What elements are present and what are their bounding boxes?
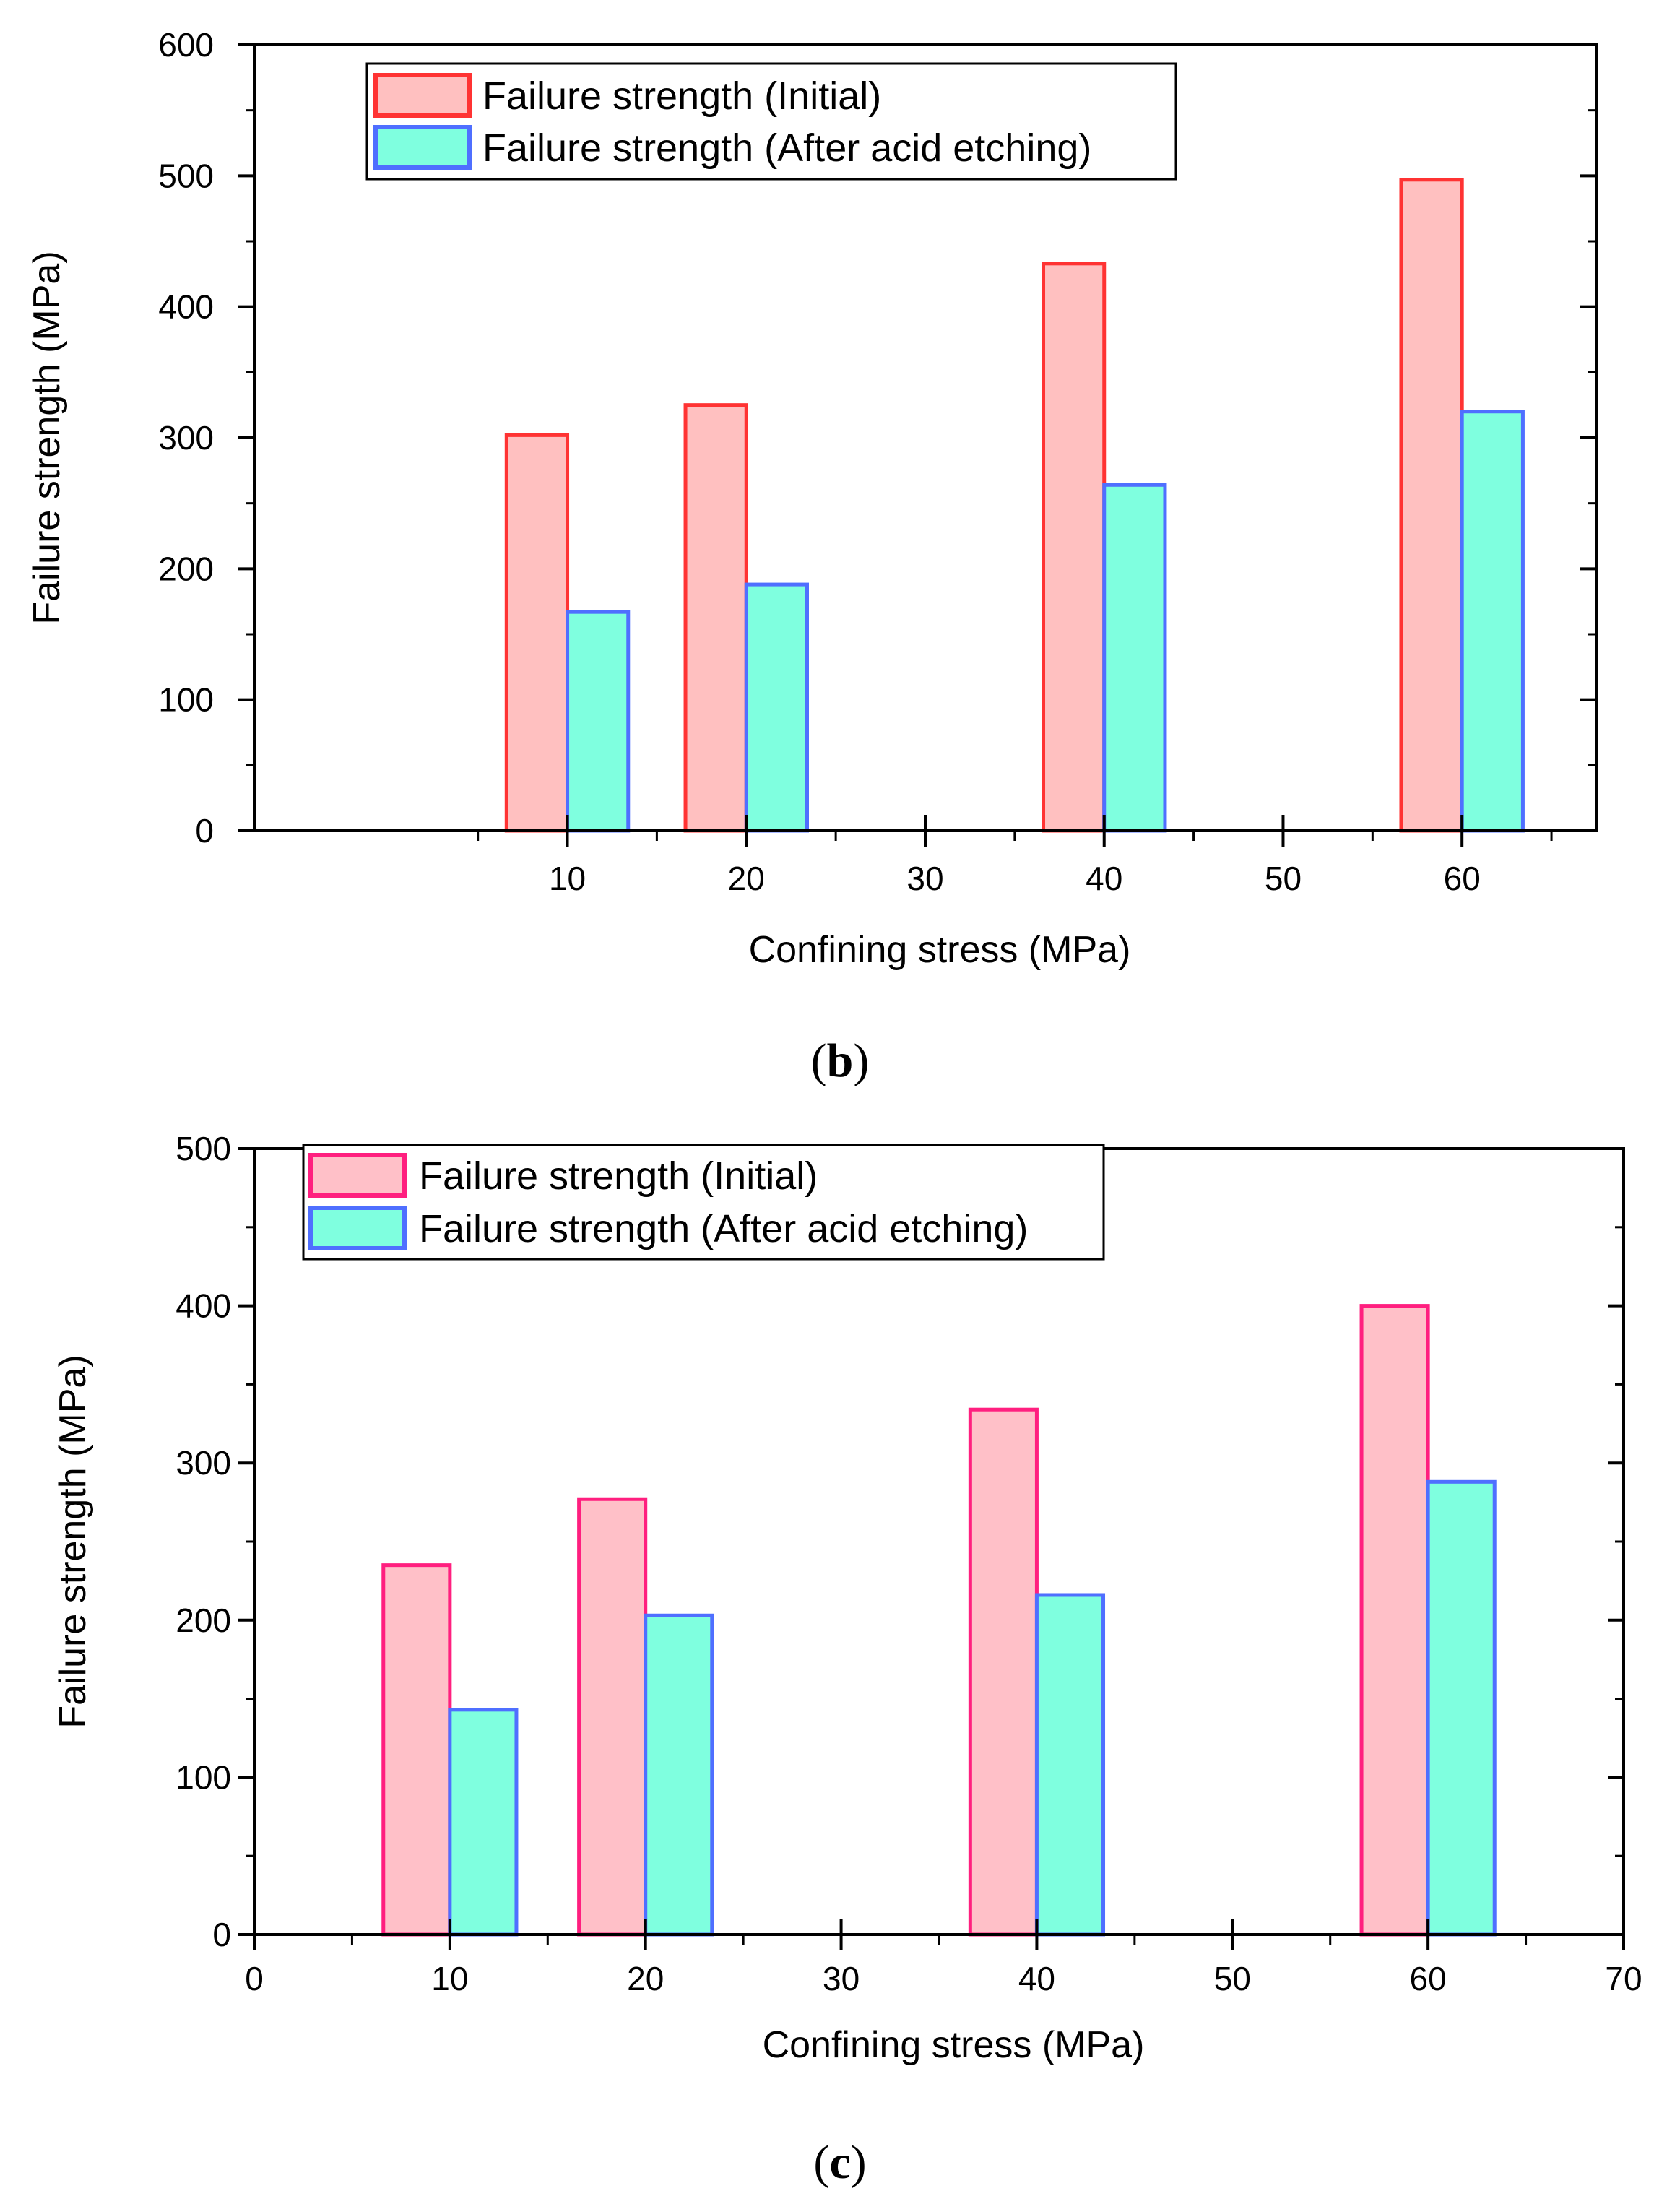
- panel-label-paren-close: ): [851, 2136, 867, 2189]
- x-tick-label: 50: [1214, 1960, 1251, 1997]
- bar-acid-etched-40: [1034, 1593, 1106, 1937]
- bar-initial-60: [1399, 178, 1464, 833]
- y-tick-label: 500: [158, 157, 214, 194]
- legend-swatch-acid-etched: [373, 125, 472, 170]
- x-tick-label: 10: [549, 860, 586, 897]
- y-axis-title: Failure strength (MPa): [52, 1354, 94, 1728]
- y-tick-label: 300: [158, 419, 214, 457]
- bar-acid-etched-10: [448, 1708, 519, 1937]
- y-tick-label: 300: [176, 1444, 231, 1482]
- bar-initial-40: [1042, 262, 1107, 833]
- x-tick-label: 20: [627, 1960, 664, 1997]
- bar-initial-60: [1359, 1304, 1430, 1937]
- panel-label-letter: c: [829, 2136, 850, 2189]
- x-axis-title: Confining stress (MPa): [763, 2024, 1145, 2066]
- x-tick-label: 70: [1605, 1960, 1642, 1997]
- legend-label-initial: Failure strength (Initial): [419, 1154, 818, 1198]
- y-tick-label: 0: [212, 1916, 231, 1953]
- y-tick-label: 400: [176, 1287, 231, 1325]
- x-tick-label: 60: [1410, 1960, 1447, 1997]
- bar-initial-10: [381, 1563, 452, 1937]
- x-tick-label: 20: [728, 860, 765, 897]
- panel-label-paren-open: (: [813, 2136, 829, 2189]
- bar-initial-20: [577, 1497, 648, 1937]
- legend-box: [302, 1144, 1105, 1261]
- legend-box: [365, 62, 1177, 181]
- y-tick-label: 200: [176, 1602, 231, 1639]
- y-axis-title: Failure strength (MPa): [26, 251, 68, 624]
- legend-swatch-initial: [373, 73, 472, 118]
- y-tick-label: 0: [195, 812, 214, 850]
- panel-label-paren-open: (: [811, 1034, 827, 1087]
- panel-label-letter: b: [827, 1034, 854, 1087]
- panel-label-paren-close: ): [853, 1034, 869, 1087]
- legend: Failure strength (Initial) Failure streng…: [365, 62, 1177, 181]
- bar-initial-40: [968, 1407, 1039, 1937]
- x-tick-label: 60: [1444, 860, 1481, 897]
- legend-swatch-initial: [308, 1153, 407, 1198]
- bar-initial-20: [683, 403, 748, 833]
- y-tick-label: 100: [176, 1758, 231, 1796]
- legend-swatch-acid-etched: [308, 1206, 407, 1250]
- y-tick-label: 600: [158, 26, 214, 64]
- panel-label: (b): [811, 1034, 870, 1087]
- x-tick-label: 10: [431, 1960, 468, 1997]
- bar-acid-etched-20: [744, 582, 809, 833]
- legend-label-acid-etched: Failure strength (After acid etching): [419, 1207, 1028, 1250]
- bar-acid-etched-10: [566, 610, 631, 833]
- x-tick-label: 30: [906, 860, 943, 897]
- x-tick-label: 40: [1086, 860, 1122, 897]
- y-tick-label: 500: [176, 1130, 231, 1167]
- bar-initial-10: [504, 433, 570, 833]
- y-tick-label: 400: [158, 288, 214, 326]
- bar-acid-etched-60: [1460, 410, 1525, 833]
- legend: Failure strength (Initial) Failure streng…: [302, 1144, 1105, 1261]
- legend-label-acid-etched: Failure strength (After acid etching): [482, 126, 1091, 170]
- bar-acid-etched-60: [1426, 1479, 1497, 1937]
- x-tick-label: 50: [1265, 860, 1302, 897]
- bar-acid-etched-40: [1102, 483, 1167, 833]
- panel-label: (c): [813, 2136, 866, 2189]
- x-axis-title: Confining stress (MPa): [749, 929, 1131, 971]
- chart-panel-c: 0 100 200 300 400 500 0 10 20 30 40 50 60 70 Failure s…: [52, 1130, 1642, 2189]
- x-tick-label: 0: [245, 1960, 264, 1997]
- x-tick-label: 30: [823, 1960, 860, 1997]
- legend-label-initial: Failure strength (Initial): [482, 74, 881, 118]
- chart-panel-b: 0 100 200 300 400 500 600 10 20 30 40 50 60 Failure s…: [26, 26, 1598, 1087]
- y-tick-label: 100: [158, 681, 214, 719]
- bar-acid-etched-20: [644, 1613, 714, 1937]
- y-tick-label: 200: [158, 550, 214, 587]
- x-tick-label: 40: [1018, 1960, 1055, 1997]
